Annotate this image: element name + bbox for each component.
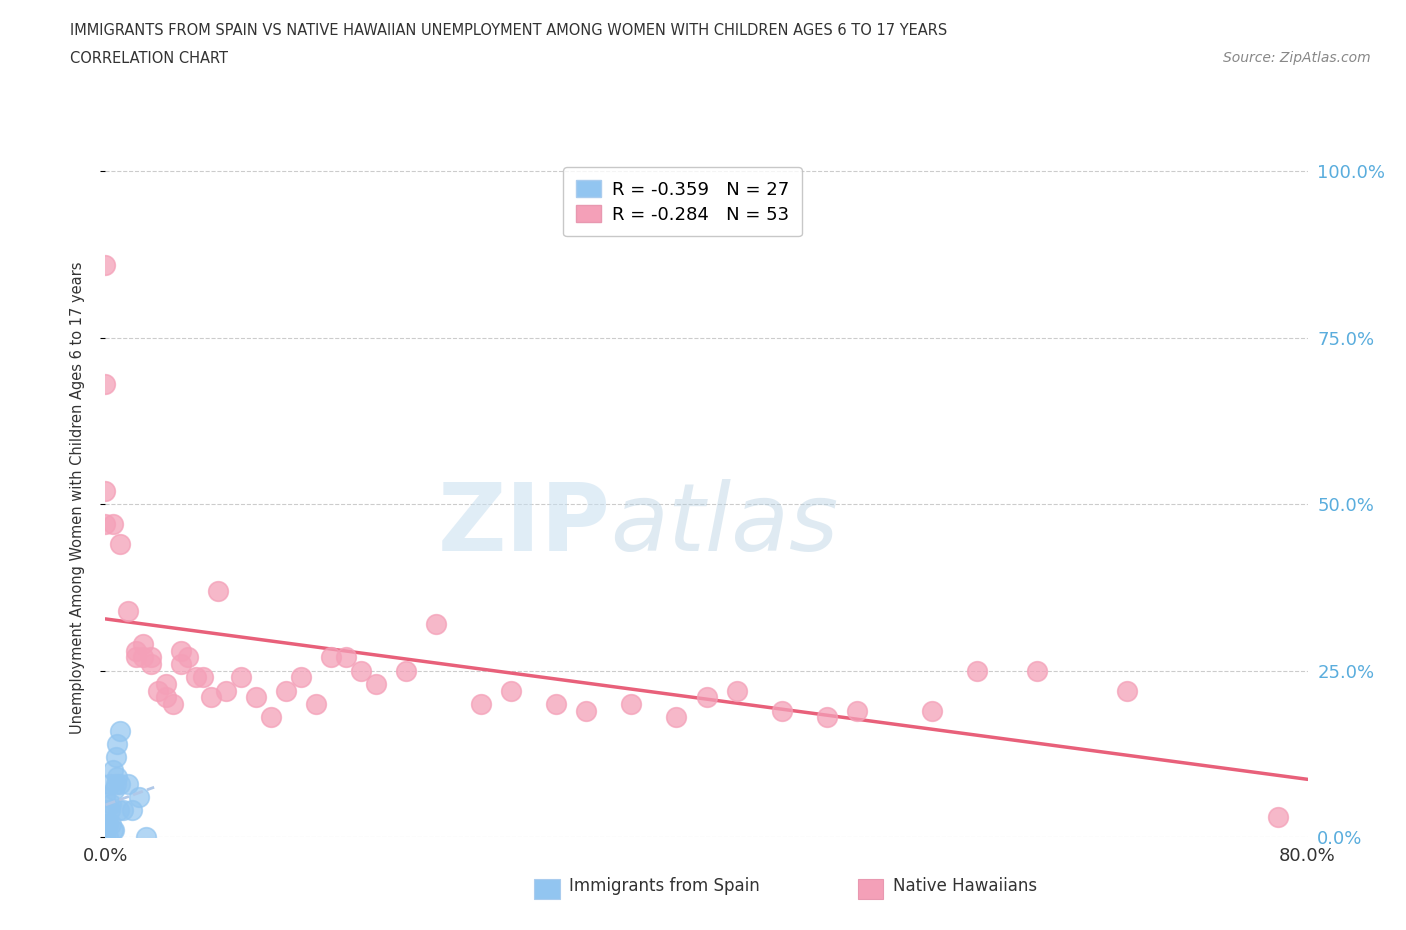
- Point: [94, 817, 117, 831]
- Point: [395, 663, 418, 678]
- Point: [98, 777, 121, 791]
- Point: [98, 803, 121, 817]
- Text: Native Hawaiians: Native Hawaiians: [893, 877, 1038, 896]
- Text: Source: ZipAtlas.com: Source: ZipAtlas.com: [1223, 51, 1371, 65]
- Point: [94, 484, 117, 498]
- Point: [100, 796, 122, 811]
- Point: [132, 650, 155, 665]
- Point: [94, 377, 117, 392]
- Point: [97, 817, 120, 831]
- Text: CORRELATION CHART: CORRELATION CHART: [70, 51, 228, 66]
- Point: [177, 650, 200, 665]
- Point: [110, 723, 132, 737]
- Point: [104, 750, 127, 764]
- Point: [169, 644, 191, 658]
- Text: atlas: atlas: [610, 479, 838, 570]
- Point: [425, 617, 447, 631]
- Point: [191, 670, 214, 684]
- Point: [121, 803, 143, 817]
- Point: [103, 823, 125, 838]
- Point: [319, 650, 342, 665]
- Point: [335, 650, 357, 665]
- Point: [214, 684, 236, 698]
- Point: [966, 663, 988, 678]
- Point: [155, 676, 177, 691]
- Point: [274, 684, 297, 698]
- Point: [364, 676, 387, 691]
- Point: [139, 657, 162, 671]
- Point: [1267, 810, 1289, 825]
- Point: [107, 737, 129, 751]
- Point: [146, 684, 169, 698]
- Point: [501, 684, 523, 698]
- Point: [97, 830, 120, 844]
- Text: Immigrants from Spain: Immigrants from Spain: [569, 877, 761, 896]
- Point: [665, 710, 688, 724]
- Point: [815, 710, 838, 724]
- Point: [100, 817, 122, 831]
- Point: [94, 830, 117, 844]
- Point: [1026, 663, 1049, 678]
- Point: [1116, 684, 1139, 698]
- Point: [101, 823, 124, 838]
- Y-axis label: Unemployment Among Women with Children Ages 6 to 17 years: Unemployment Among Women with Children A…: [70, 261, 84, 734]
- Point: [101, 517, 124, 532]
- Point: [94, 803, 117, 817]
- Point: [112, 803, 135, 817]
- Point: [245, 690, 267, 705]
- Point: [124, 644, 146, 658]
- Point: [696, 690, 718, 705]
- Point: [184, 670, 207, 684]
- Point: [207, 583, 229, 598]
- Text: IMMIGRANTS FROM SPAIN VS NATIVE HAWAIIAN UNEMPLOYMENT AMONG WOMEN WITH CHILDREN : IMMIGRANTS FROM SPAIN VS NATIVE HAWAIIAN…: [70, 23, 948, 38]
- Point: [124, 650, 146, 665]
- Point: [229, 670, 252, 684]
- Point: [162, 697, 184, 711]
- Point: [117, 777, 139, 791]
- Point: [921, 703, 943, 718]
- Point: [290, 670, 312, 684]
- Point: [94, 258, 117, 272]
- Point: [725, 684, 748, 698]
- Point: [94, 790, 117, 804]
- Text: ZIP: ZIP: [437, 479, 610, 571]
- Point: [110, 537, 132, 551]
- Point: [305, 697, 328, 711]
- Point: [103, 783, 125, 798]
- Point: [94, 517, 117, 532]
- Point: [101, 763, 124, 777]
- Point: [770, 703, 793, 718]
- Legend: R = -0.359   N = 27, R = -0.284   N = 53: R = -0.359 N = 27, R = -0.284 N = 53: [564, 167, 801, 236]
- Point: [845, 703, 868, 718]
- Point: [108, 803, 131, 817]
- Point: [107, 770, 129, 785]
- Point: [620, 697, 643, 711]
- Point: [132, 636, 155, 651]
- Point: [94, 823, 117, 838]
- Point: [117, 604, 139, 618]
- Point: [139, 650, 162, 665]
- Point: [128, 790, 150, 804]
- Point: [200, 690, 222, 705]
- Point: [260, 710, 283, 724]
- Point: [575, 703, 598, 718]
- Point: [350, 663, 373, 678]
- Point: [104, 777, 127, 791]
- Point: [135, 830, 157, 844]
- Point: [155, 690, 177, 705]
- Point: [110, 777, 132, 791]
- Point: [169, 657, 191, 671]
- Point: [470, 697, 492, 711]
- Point: [546, 697, 568, 711]
